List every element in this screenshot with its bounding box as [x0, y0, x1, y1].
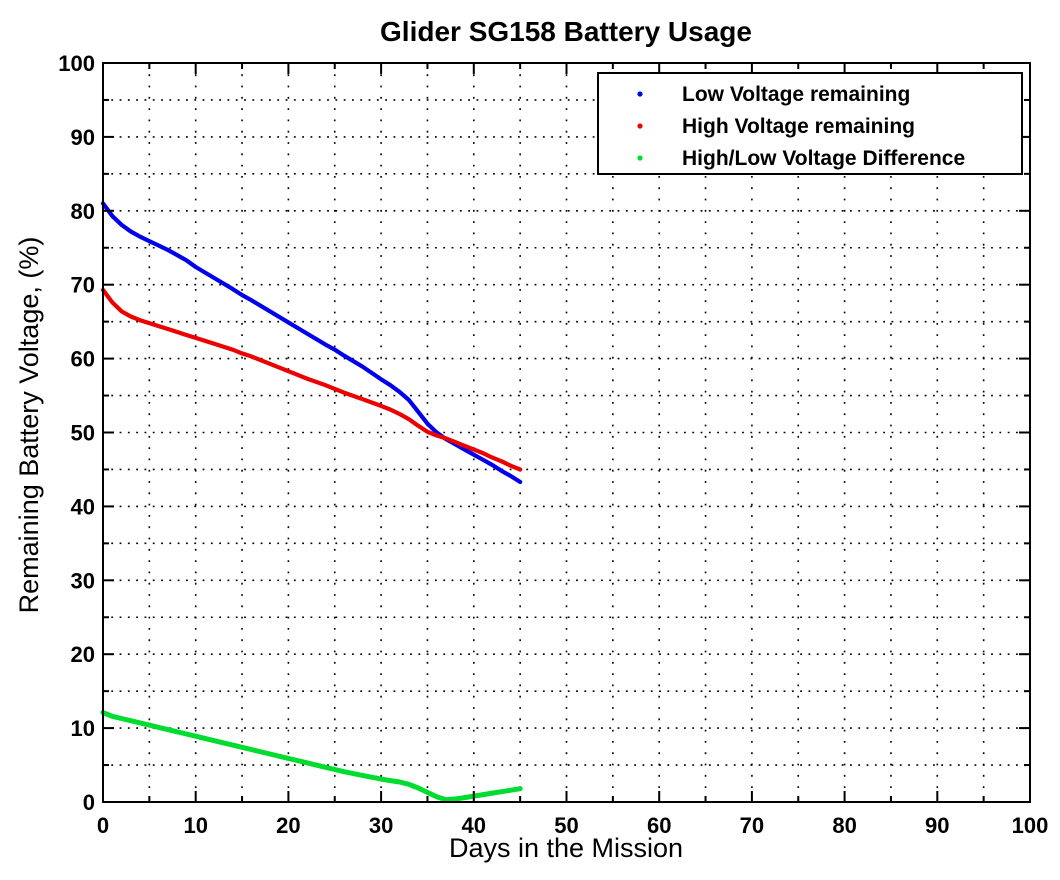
y-tick-label: 10 — [71, 716, 95, 741]
y-tick-label: 0 — [83, 790, 95, 815]
y-tick-label: 60 — [71, 347, 95, 372]
legend-marker-diff-dot-icon — [637, 155, 643, 161]
tick-label-layer: 0 10 20 30 40 50 60 70 80 90 100 0 10 20 30 40 50 60 70 80 9… — [58, 51, 1048, 838]
x-tick-label: 90 — [925, 813, 949, 838]
y-tick-label: 100 — [58, 51, 95, 76]
x-tick-label: 40 — [462, 813, 486, 838]
x-tick-label: 60 — [647, 813, 671, 838]
y-tick-label: 30 — [71, 568, 95, 593]
x-tick-label: 100 — [1012, 813, 1049, 838]
x-tick-label: 50 — [554, 813, 578, 838]
y-tick-label: 80 — [71, 199, 95, 224]
y-tick-label: 90 — [71, 125, 95, 150]
y-tick-label: 70 — [71, 273, 95, 298]
legend-marker-low-dot-icon — [637, 91, 643, 97]
x-tick-label: 20 — [276, 813, 300, 838]
x-tick-label: 0 — [97, 813, 109, 838]
series-line-1 — [100, 287, 523, 472]
y-axis-label: Remaining Battery Voltage, (%) — [14, 237, 44, 614]
legend-label-diff: High/Low Voltage Difference — [682, 147, 965, 170]
x-tick-label: 30 — [369, 813, 393, 838]
x-axis-label: Days in the Mission — [449, 833, 683, 863]
legend-entry-high: High Voltage remaining — [637, 115, 915, 138]
series-line-0 — [100, 201, 523, 485]
legend: Low Voltage remaining High Voltage remai… — [597, 72, 1023, 175]
legend-marker-high-dot-icon — [637, 123, 643, 129]
legend-label-low: Low Voltage remaining — [682, 83, 910, 106]
y-tick-label: 40 — [71, 494, 95, 519]
x-tick-label: 80 — [832, 813, 856, 838]
series-layer — [100, 201, 523, 803]
y-tick-label: 20 — [71, 642, 95, 667]
x-tick-label: 70 — [740, 813, 764, 838]
series-line-2 — [100, 710, 523, 803]
legend-entry-diff: High/Low Voltage Difference — [637, 147, 965, 170]
legend-box — [597, 72, 1023, 175]
plot-box — [102, 62, 1031, 803]
y-tick-label: 50 — [71, 421, 95, 446]
legend-entry-low: Low Voltage remaining — [637, 83, 910, 106]
chart-title: Glider SG158 Battery Usage — [380, 16, 752, 47]
legend-label-high: High Voltage remaining — [682, 115, 915, 138]
x-tick-label: 10 — [183, 813, 207, 838]
